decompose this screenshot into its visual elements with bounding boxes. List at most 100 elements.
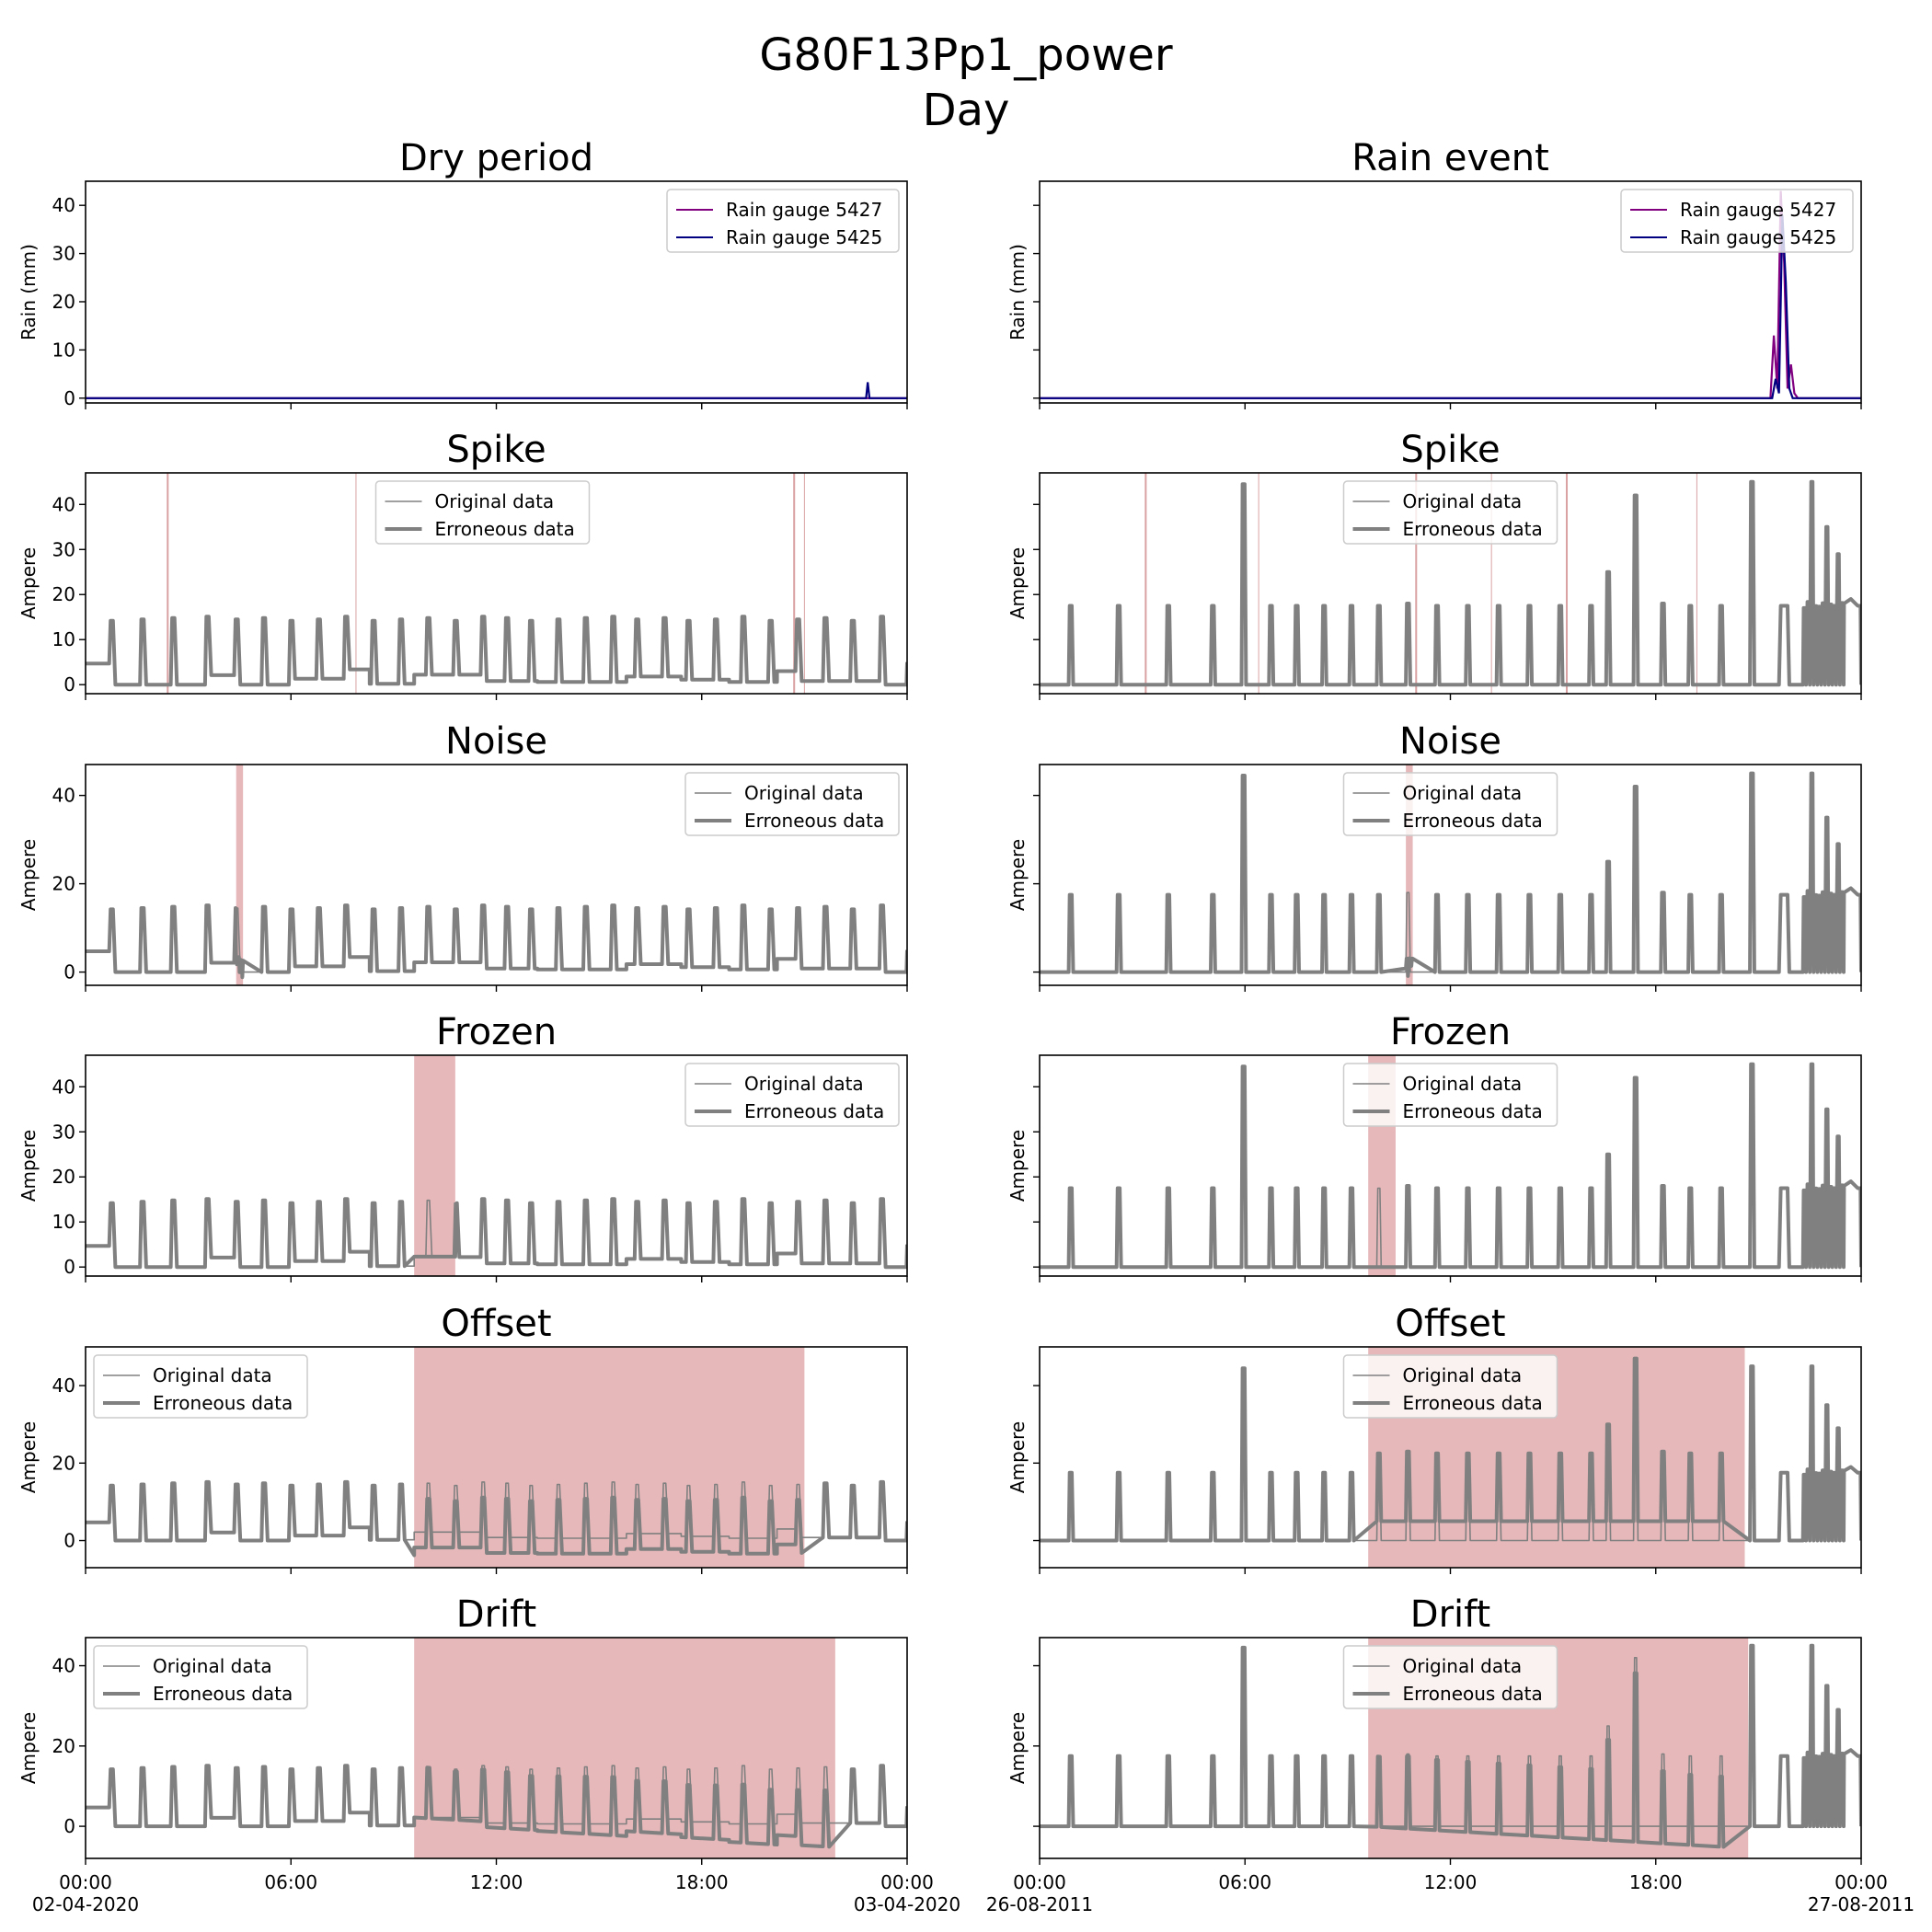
panel-title: Offset [1395, 1303, 1505, 1345]
legend-label: Erroneous data [1403, 518, 1543, 540]
panel-noise-right: Noise Ampere Original data Erroneous data [1006, 720, 1862, 992]
legend-label: Rain gauge 5427 [726, 199, 882, 221]
series-original [86, 1198, 907, 1268]
error-region [236, 765, 244, 985]
y-tick-label: 20 [52, 1452, 75, 1474]
y-axis-label: Ampere [1006, 1421, 1029, 1493]
legend: Original data Erroneous data [93, 1354, 308, 1419]
series-original [86, 904, 907, 973]
plot-area [86, 382, 907, 399]
panel-title: Offset [441, 1303, 551, 1345]
x-tick-label: 12:00 [1424, 1871, 1478, 1893]
legend-label: Original data [1403, 1364, 1523, 1386]
legend: Original data Erroneous data [1342, 772, 1558, 836]
legend-label: Original data [435, 490, 555, 512]
legend-frame [1342, 480, 1558, 545]
x-tick-label: 00:00 [1013, 1871, 1066, 1893]
plot-area [1040, 1638, 1861, 1858]
y-axis-label: Ampere [1006, 839, 1029, 911]
legend-label: Erroneous data [153, 1683, 293, 1705]
legend: Original data Erroneous data [374, 480, 591, 545]
y-tick-label: 30 [52, 1121, 75, 1143]
y-tick-label: 20 [52, 583, 75, 605]
legend-label: Original data [1403, 782, 1523, 804]
series-original [1040, 772, 1861, 973]
y-axis-label: Ampere [1006, 1712, 1029, 1784]
y-tick-label: 0 [63, 1815, 75, 1837]
y-tick-label: 20 [52, 1735, 75, 1757]
legend-label: Erroneous data [744, 1100, 884, 1122]
legend-frame [1620, 189, 1854, 253]
legend-label: Erroneous data [1403, 1683, 1543, 1705]
legend-label: Erroneous data [744, 810, 884, 832]
y-tick-label: 40 [52, 1374, 75, 1397]
y-tick-label: 40 [52, 493, 75, 515]
legend-label: Original data [1403, 1073, 1523, 1095]
panel-frozen-right: Frozen Ampere Original data Erroneous data [1006, 1011, 1862, 1282]
panel-title: Frozen [1390, 1011, 1511, 1053]
series-gauge-5425 [86, 382, 907, 399]
plot-area [86, 473, 907, 694]
figure-title: G80F13Pp1_power [759, 29, 1173, 81]
legend: Original data Erroneous data [684, 1063, 900, 1127]
series-original [1040, 1644, 1861, 1827]
error-region [1406, 765, 1413, 985]
series-original [1040, 1365, 1861, 1542]
error-region [414, 1055, 455, 1276]
y-axis-label: Ampere [17, 547, 40, 619]
x-tick-label: 06:00 [264, 1871, 317, 1893]
legend: Original data Erroneous data [1342, 1063, 1558, 1127]
panel-noise-left: Noise 0 20 40 Ampere Original data Erroneous d… [17, 720, 908, 992]
legend-frame [93, 1354, 308, 1419]
legend-label: Original data [1403, 490, 1523, 512]
x-date-right: 27-08-2011 [1808, 1893, 1915, 1915]
y-axis-label: Rain (mm) [17, 244, 40, 340]
plot-area [1040, 765, 1861, 985]
legend: Original data Erroneous data [684, 772, 900, 836]
legend-label: Erroneous data [1403, 1392, 1543, 1414]
y-tick-label: 40 [52, 785, 75, 807]
series-original [86, 1481, 907, 1542]
legend: Original data Erroneous data [93, 1645, 308, 1709]
y-tick-label: 30 [52, 538, 75, 560]
panel-drift-left: Drift 0 20 40 Ampere 00:00 06:00 12:00 18:00 00:0… [17, 1593, 960, 1915]
panel-title: Spike [446, 429, 546, 471]
legend-frame [1342, 772, 1558, 836]
y-axis-label: Ampere [1006, 547, 1029, 619]
plot-area [86, 1638, 907, 1858]
panel-title: Spike [1400, 429, 1500, 471]
legend-frame [93, 1645, 308, 1709]
legend-frame [684, 1063, 900, 1127]
panel-title: Drift [1410, 1593, 1490, 1636]
y-axis-label: Ampere [1006, 1130, 1029, 1202]
y-tick-label: 40 [52, 1075, 75, 1098]
x-tick-label: 18:00 [675, 1871, 729, 1893]
series-original [86, 1765, 907, 1827]
legend: Original data Erroneous data [1342, 1354, 1558, 1419]
legend-label: Erroneous data [435, 518, 575, 540]
panels: Dry period 0 10 20 30 40 Rain (mm) Rain gauge 5… [17, 137, 1915, 1915]
legend: Rain gauge 5427 Rain gauge 5425 [666, 189, 900, 253]
y-tick-label: 0 [63, 387, 75, 409]
y-tick-label: 0 [63, 961, 75, 983]
error-region [414, 1638, 835, 1858]
legend-frame [1342, 1063, 1558, 1127]
series-original [1040, 1064, 1861, 1268]
error-region [414, 1347, 805, 1568]
series-original [86, 615, 907, 685]
x-tick-label: 00:00 [880, 1871, 934, 1893]
legend-label: Erroneous data [1403, 1100, 1543, 1122]
y-tick-label: 30 [52, 243, 75, 265]
figure-subtitle: Day [923, 85, 1010, 136]
y-tick-label: 20 [52, 1166, 75, 1188]
x-date-left: 02-04-2020 [32, 1893, 139, 1915]
legend-label: Original data [744, 782, 864, 804]
legend-frame [666, 189, 900, 253]
y-tick-label: 10 [52, 628, 75, 650]
y-axis-label: Ampere [17, 839, 40, 911]
panel-frozen-left: Frozen 0 10 20 30 40 Ampere Original data Errone… [17, 1011, 908, 1282]
series-original [1040, 481, 1861, 685]
